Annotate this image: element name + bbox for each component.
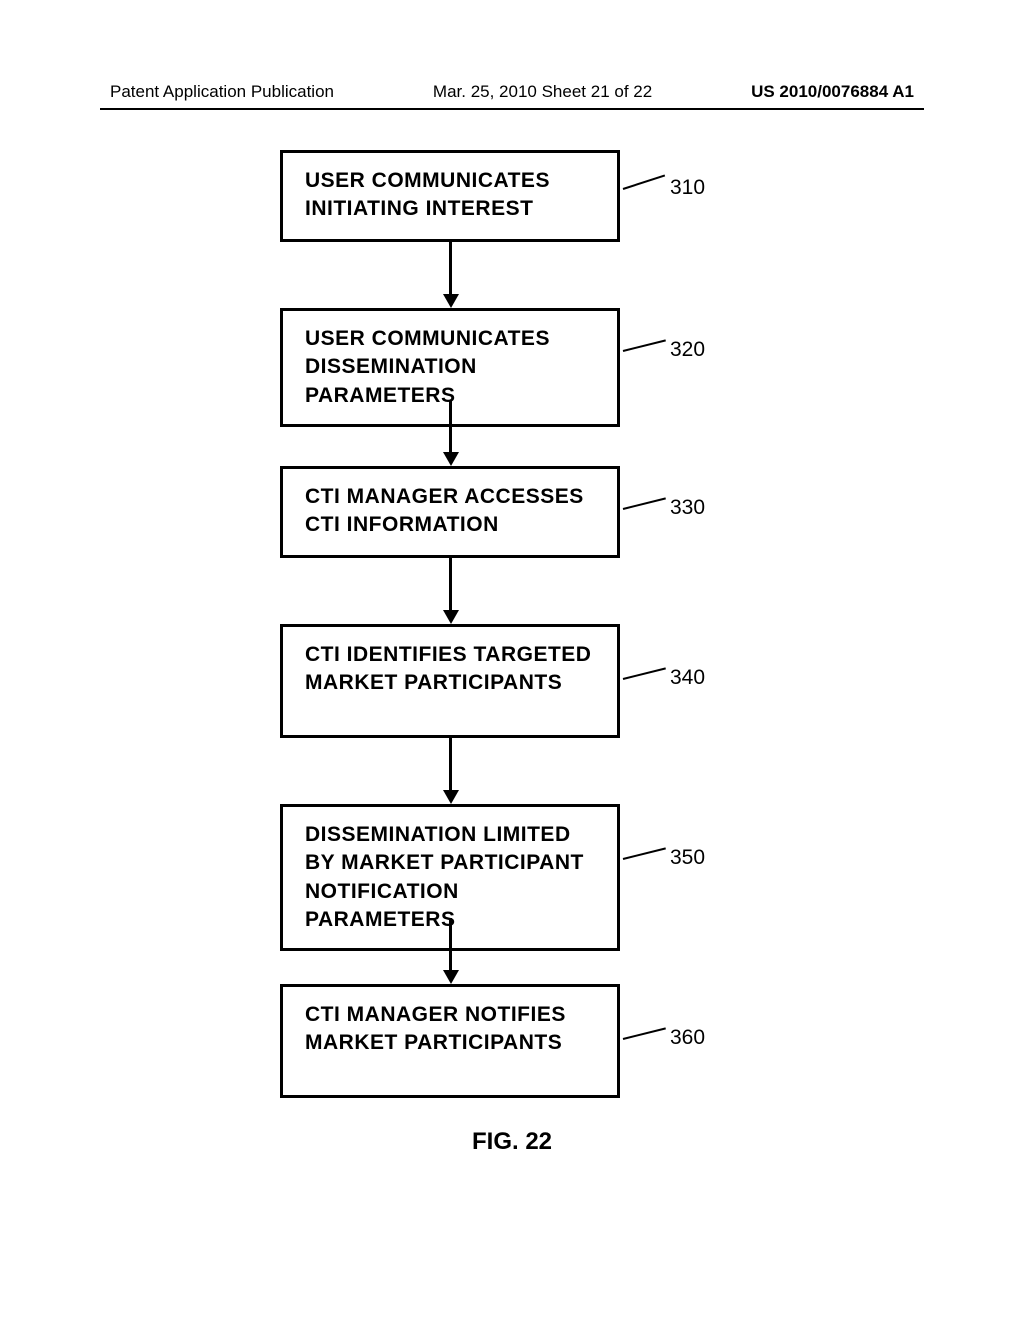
flow-arrow-line <box>449 400 452 452</box>
flow-step-ref-310: 310 <box>670 176 705 200</box>
page-header: Patent Application Publication Mar. 25, … <box>110 82 914 102</box>
flow-step-340: CTI IDENTIFIES TARGETED MARKET PARTICIPA… <box>280 624 620 738</box>
flow-step-text: USER COMMUNICATES INITIATING INTEREST <box>305 167 595 224</box>
flow-step-text: CTI MANAGER NOTIFIES MARKET PARTICIPANTS <box>305 1001 595 1058</box>
page: Patent Application Publication Mar. 25, … <box>0 0 1024 1320</box>
flow-arrow-head-icon <box>443 970 459 984</box>
flow-arrow-line <box>449 242 452 294</box>
flow-step-310: USER COMMUNICATES INITIATING INTEREST <box>280 150 620 242</box>
flow-arrow-line <box>449 918 452 970</box>
header-rule <box>100 108 924 110</box>
flow-arrow-line <box>449 738 452 790</box>
flow-arrow-line <box>449 558 452 610</box>
leader-line <box>623 1027 666 1040</box>
flow-step-ref-330: 330 <box>670 496 705 520</box>
header-center: Mar. 25, 2010 Sheet 21 of 22 <box>433 82 652 102</box>
flow-arrow-head-icon <box>443 294 459 308</box>
flow-arrow-head-icon <box>443 790 459 804</box>
leader-line <box>623 339 666 352</box>
flow-step-330: CTI MANAGER ACCESSES CTI INFORMATION <box>280 466 620 558</box>
flow-arrow-head-icon <box>443 610 459 624</box>
flow-step-ref-350: 350 <box>670 846 705 870</box>
flow-step-ref-320: 320 <box>670 338 705 362</box>
leader-line <box>623 667 666 680</box>
flow-step-360: CTI MANAGER NOTIFIES MARKET PARTICIPANTS <box>280 984 620 1098</box>
flow-step-text: CTI MANAGER ACCESSES CTI INFORMATION <box>305 483 595 540</box>
leader-line <box>623 847 666 860</box>
figure-label: FIG. 22 <box>0 1128 1024 1156</box>
flow-arrow-head-icon <box>443 452 459 466</box>
flow-step-text: CTI IDENTIFIES TARGETED MARKET PARTICIPA… <box>305 641 595 698</box>
header-right: US 2010/0076884 A1 <box>751 82 914 102</box>
leader-line <box>623 497 666 510</box>
leader-line <box>623 174 665 189</box>
flow-step-ref-340: 340 <box>670 666 705 690</box>
flow-step-ref-360: 360 <box>670 1026 705 1050</box>
header-left: Patent Application Publication <box>110 82 334 102</box>
flow-step-text: USER COMMUNICATES DISSEMINATION PARAMETE… <box>305 325 595 410</box>
